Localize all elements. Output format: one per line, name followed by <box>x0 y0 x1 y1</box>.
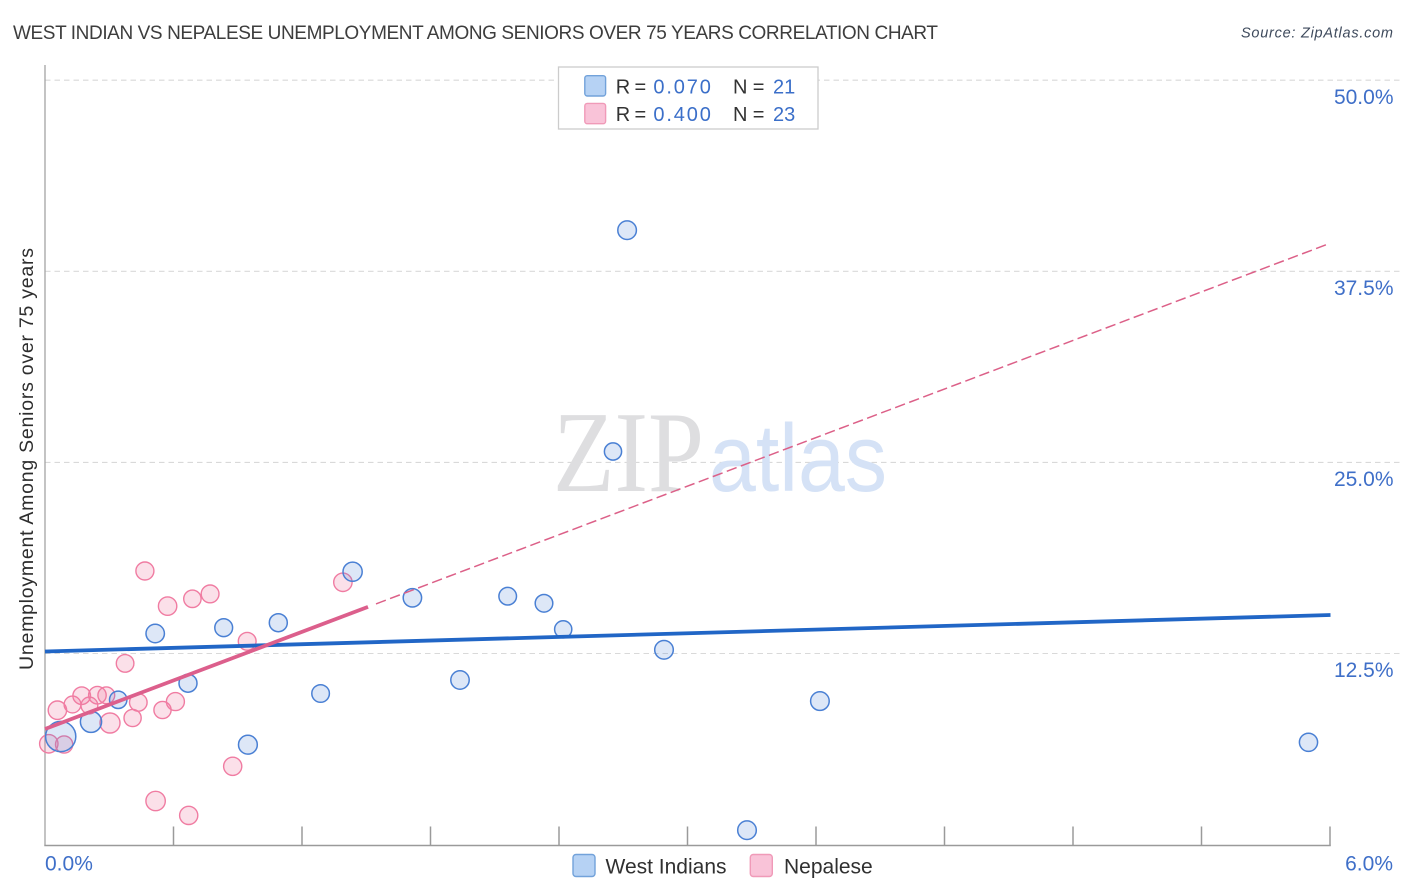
svg-text:21: 21 <box>773 77 795 99</box>
svg-text:23: 23 <box>773 104 795 126</box>
svg-text:West Indians: West Indians <box>606 856 727 879</box>
svg-text:0.400: 0.400 <box>653 104 711 126</box>
svg-text:atlas: atlas <box>709 405 887 512</box>
svg-text:0.070: 0.070 <box>653 77 711 99</box>
svg-text:50.0%: 50.0% <box>1334 86 1394 109</box>
svg-text:Nepalese: Nepalese <box>784 856 873 879</box>
svg-text:12.5%: 12.5% <box>1334 659 1394 682</box>
svg-text:WEST INDIAN VS NEPALESE UNEMPL: WEST INDIAN VS NEPALESE UNEMPLOYMENT AMO… <box>13 23 938 44</box>
svg-text:R: R <box>616 104 630 126</box>
svg-text:=: = <box>635 104 647 126</box>
svg-text:N: N <box>733 104 747 126</box>
svg-text:ZIP: ZIP <box>553 389 704 517</box>
svg-text:6.0%: 6.0% <box>1345 853 1393 876</box>
svg-text:0.0%: 0.0% <box>45 853 93 876</box>
svg-text:=: = <box>753 104 765 126</box>
svg-text:R: R <box>616 77 630 99</box>
svg-text:Source: ZipAtlas.com: Source: ZipAtlas.com <box>1241 26 1393 42</box>
svg-text:25.0%: 25.0% <box>1334 468 1394 491</box>
svg-text:Unemployment Among Seniors ove: Unemployment Among Seniors over 75 years <box>16 248 38 670</box>
svg-text:=: = <box>635 77 647 99</box>
svg-text:37.5%: 37.5% <box>1334 277 1394 300</box>
svg-text:N: N <box>733 77 747 99</box>
svg-text:=: = <box>753 77 765 99</box>
